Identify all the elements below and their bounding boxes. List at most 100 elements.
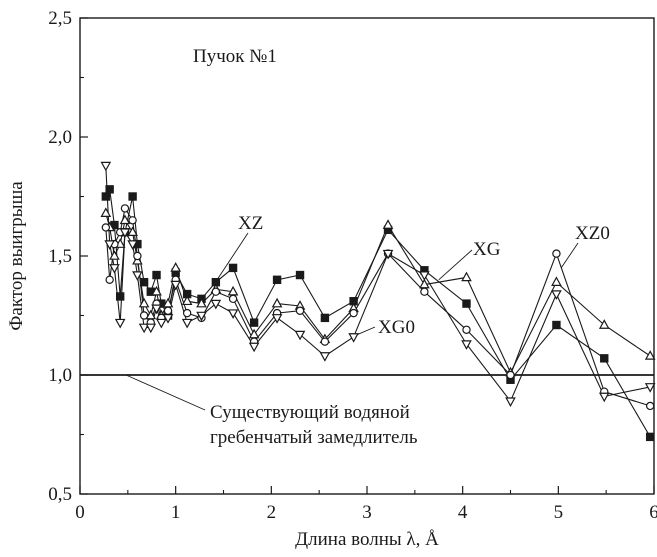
data-point-xz0 — [139, 311, 149, 320]
data-point-xg0 — [319, 352, 331, 362]
leader-xg0 — [357, 326, 376, 335]
data-point-xg0 — [348, 333, 359, 343]
data-point-xz — [552, 320, 561, 330]
data-point-xg0 — [170, 280, 181, 291]
data-point-xg — [138, 297, 150, 308]
data-point-xg — [644, 350, 656, 360]
data-point-xz0 — [105, 275, 114, 284]
data-point-xz — [101, 192, 111, 201]
data-point-xg0 — [104, 240, 115, 250]
y-tick-label: 1,5 — [48, 246, 72, 267]
data-point-xg — [151, 285, 162, 296]
data-point-xz0 — [420, 287, 429, 296]
data-point-xz — [600, 354, 609, 363]
data-point-xg0 — [294, 330, 306, 341]
reference-leader-line — [125, 374, 206, 411]
data-point-xg — [598, 319, 610, 329]
leader-xz — [213, 232, 249, 285]
data-point-xz — [139, 277, 149, 287]
data-point-xz0 — [552, 249, 561, 258]
data-point-xg0 — [114, 318, 126, 329]
data-point-xz0 — [163, 306, 173, 315]
data-point-xz — [645, 432, 655, 442]
data-point-xz — [272, 275, 282, 285]
y-tick-label: 1,0 — [48, 365, 72, 386]
y-tick-label: 2,5 — [48, 8, 72, 29]
data-point-xz0 — [462, 325, 471, 334]
data-point-xg0 — [162, 314, 174, 324]
x-axis-title: Длина волны λ, Å — [295, 529, 439, 550]
data-point-xz — [249, 318, 259, 327]
data-point-xg0 — [551, 290, 562, 300]
series-line-xz0 — [105, 206, 651, 407]
data-point-xg0 — [127, 240, 138, 250]
x-tick-label: 1 — [171, 502, 181, 523]
data-point-xg0 — [419, 271, 430, 281]
data-point-xg0 — [210, 299, 222, 310]
data-point-xz — [228, 263, 238, 273]
data-point-xz — [128, 192, 137, 201]
y-tick-label: 0,5 — [48, 484, 72, 505]
x-tick-label: 2 — [267, 502, 277, 523]
data-point-xz — [152, 270, 161, 280]
y-tick-label: 2,0 — [48, 127, 72, 148]
data-point-xz0 — [320, 337, 330, 346]
data-point-xz0 — [128, 216, 137, 225]
data-point-xz — [115, 292, 125, 301]
leader-xz0 — [560, 242, 579, 269]
ticks-layer: 0 1 2 3 4 5 6 0,5 1,0 1,5 2,0 2,5 — [48, 8, 657, 523]
reference-layer — [80, 374, 654, 411]
series-label-xz0: XZ0 — [575, 223, 610, 244]
series-label-xg0: XG0 — [378, 317, 415, 338]
data-point-xg — [181, 295, 193, 306]
data-point-xg0 — [138, 323, 150, 334]
data-point-xg — [100, 207, 112, 217]
annotation-beam: Пучок №1 — [193, 46, 277, 67]
data-point-xg — [271, 297, 283, 308]
data-point-xg0 — [598, 392, 610, 403]
x-tick-label: 3 — [362, 502, 372, 523]
data-point-xz — [462, 299, 471, 308]
data-point-xg0 — [156, 318, 167, 329]
data-point-xg0 — [248, 342, 260, 353]
data-point-xz0 — [101, 223, 111, 232]
data-point-xg0 — [181, 318, 193, 329]
data-point-xg0 — [505, 397, 516, 408]
series-label-xz: XZ — [238, 213, 263, 234]
data-point-xg0 — [145, 323, 157, 334]
data-point-xg — [170, 262, 181, 272]
markers-layer — [100, 161, 656, 442]
data-point-xg0 — [461, 340, 472, 350]
y-axis-title: Фактор выигрыша — [6, 181, 27, 331]
data-point-xg — [127, 226, 138, 236]
data-point-xz — [295, 270, 305, 280]
data-point-xg0 — [196, 311, 207, 322]
series-label-xg: XG — [473, 239, 501, 260]
data-point-xz — [320, 313, 330, 323]
reference-label-line2: гребенчатый замедлитель — [210, 427, 418, 448]
data-point-xz0 — [295, 306, 305, 315]
data-point-xz0 — [182, 308, 192, 318]
data-point-xz0 — [228, 294, 238, 304]
x-tick-label: 4 — [458, 502, 468, 523]
data-point-xg0 — [151, 304, 162, 315]
data-point-xg0 — [227, 309, 239, 319]
data-point-xg — [119, 214, 131, 225]
leader-xg — [438, 249, 473, 281]
data-point-xg — [382, 219, 394, 229]
data-point-xg0 — [109, 264, 120, 274]
data-point-xg0 — [382, 249, 394, 260]
data-point-xg — [109, 250, 120, 260]
data-point-xz0 — [120, 204, 130, 213]
x-tick-label: 0 — [75, 502, 85, 523]
data-point-xz — [105, 185, 114, 194]
data-point-xg0 — [271, 314, 283, 324]
series-line-xg0 — [105, 165, 651, 403]
data-point-xg0 — [119, 228, 131, 239]
data-point-xg — [551, 276, 562, 286]
data-point-xg0 — [100, 161, 112, 172]
data-point-xz0 — [645, 401, 655, 411]
data-point-xz0 — [211, 287, 221, 296]
data-point-xg0 — [644, 383, 656, 393]
